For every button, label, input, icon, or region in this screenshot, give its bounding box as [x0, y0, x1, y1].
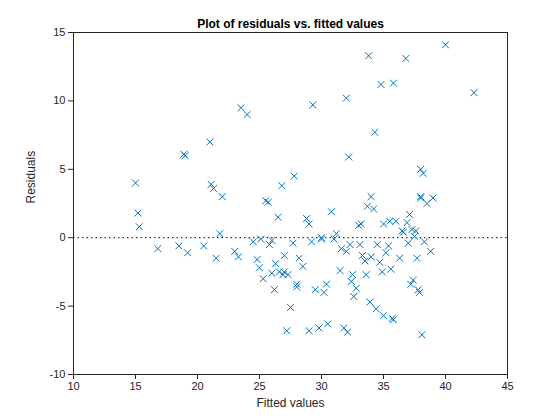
svg-text:5: 5 — [59, 163, 65, 175]
svg-text:-10: -10 — [50, 368, 66, 380]
svg-text:35: 35 — [377, 380, 389, 392]
svg-text:0: 0 — [59, 231, 65, 243]
svg-text:15: 15 — [129, 380, 141, 392]
svg-text:Fitted values: Fitted values — [256, 396, 324, 410]
svg-text:10: 10 — [67, 380, 79, 392]
svg-text:Residuals: Residuals — [24, 151, 38, 204]
svg-text:-5: -5 — [56, 300, 66, 312]
svg-text:Plot of residuals vs. fitted v: Plot of residuals vs. fitted values — [197, 17, 384, 31]
svg-text:30: 30 — [315, 380, 327, 392]
svg-text:10: 10 — [53, 94, 65, 106]
svg-text:45: 45 — [501, 380, 513, 392]
svg-text:40: 40 — [439, 380, 451, 392]
svg-text:25: 25 — [253, 380, 265, 392]
svg-text:20: 20 — [191, 380, 203, 392]
svg-text:15: 15 — [53, 26, 65, 38]
